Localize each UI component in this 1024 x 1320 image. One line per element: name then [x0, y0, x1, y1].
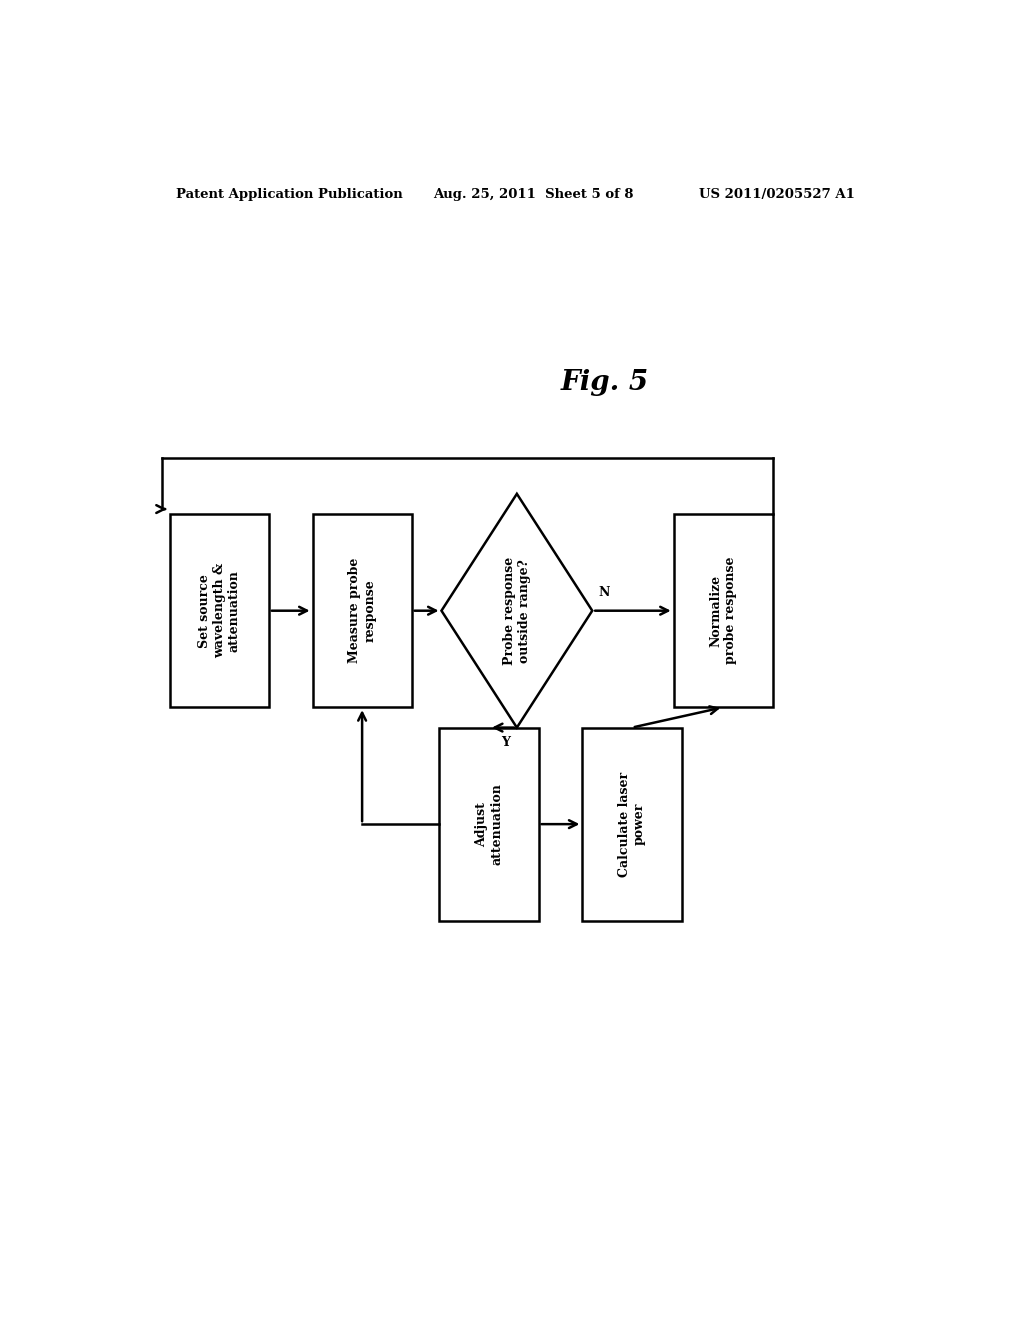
- Text: Measure probe
response: Measure probe response: [348, 558, 376, 664]
- Text: Patent Application Publication: Patent Application Publication: [176, 189, 402, 202]
- FancyBboxPatch shape: [583, 727, 682, 921]
- FancyBboxPatch shape: [674, 513, 773, 708]
- Text: Aug. 25, 2011  Sheet 5 of 8: Aug. 25, 2011 Sheet 5 of 8: [433, 189, 634, 202]
- Text: US 2011/0205527 A1: US 2011/0205527 A1: [699, 189, 855, 202]
- Text: N: N: [599, 586, 610, 598]
- FancyBboxPatch shape: [170, 513, 269, 708]
- Text: Fig. 5: Fig. 5: [560, 368, 648, 396]
- Text: Calculate laser
power: Calculate laser power: [617, 772, 646, 876]
- Text: Set source
wavelength &
attenuation: Set source wavelength & attenuation: [198, 564, 241, 659]
- FancyBboxPatch shape: [312, 513, 412, 708]
- FancyBboxPatch shape: [439, 727, 539, 921]
- Text: Adjust
attenuation: Adjust attenuation: [475, 783, 503, 865]
- Text: Normalize
probe response: Normalize probe response: [710, 557, 737, 664]
- Text: Probe response
outside range?: Probe response outside range?: [503, 557, 530, 665]
- Text: Y: Y: [501, 735, 510, 748]
- Polygon shape: [441, 494, 592, 727]
